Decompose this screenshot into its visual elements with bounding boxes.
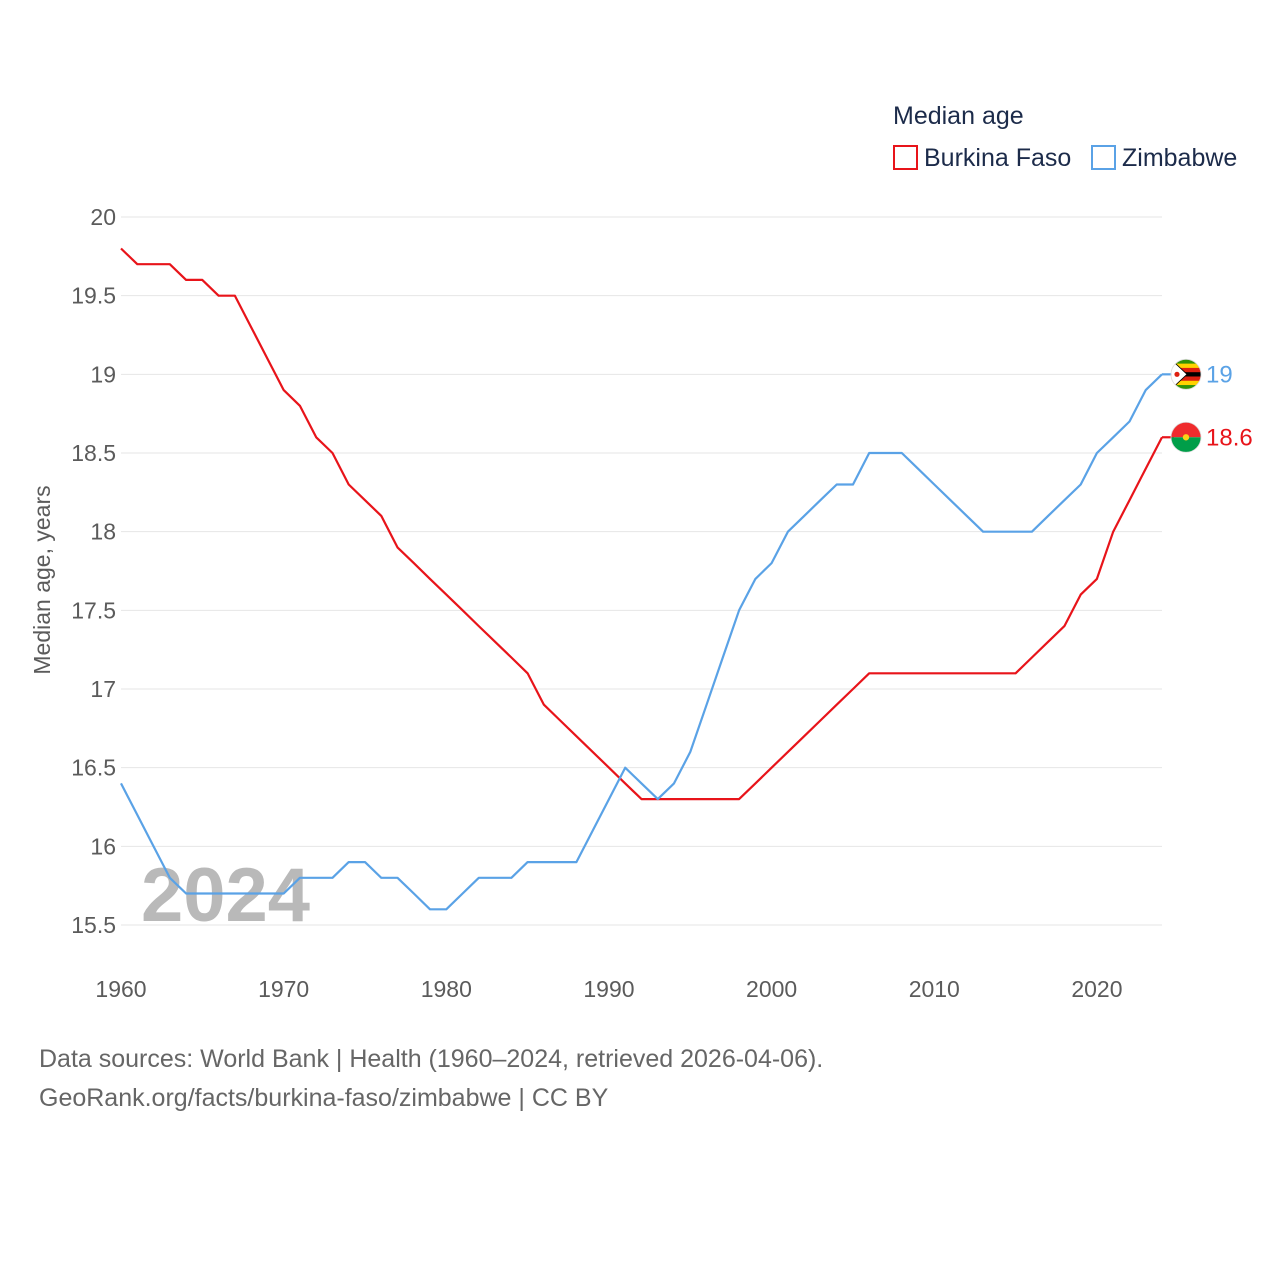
y-axis-ticks: 15.5 16 16.5 17 17.5 18 18.5 19 19.5 20 — [71, 204, 116, 938]
series-line-zimbabwe[interactable] — [120, 373, 1163, 911]
y-tick-label: 18 — [90, 519, 116, 545]
y-tick-label: 19.5 — [71, 283, 116, 309]
zimbabwe-flag-icon — [1170, 358, 1202, 390]
series-end-markers: 18.6 19 — [1162, 358, 1253, 453]
y-tick-label: 17.5 — [71, 597, 116, 623]
x-tick-label: 2020 — [1071, 976, 1122, 1002]
x-tick-label: 1960 — [95, 976, 146, 1002]
legend-label-burkina-faso[interactable]: Burkina Faso — [924, 144, 1071, 172]
y-tick-label: 16.5 — [71, 755, 116, 781]
y-tick-label: 20 — [90, 204, 116, 230]
y-tick-label: 16 — [90, 833, 116, 859]
legend: Median age Burkina Faso Zimbabwe — [893, 102, 1237, 172]
year-watermark: 2024 — [141, 853, 310, 938]
y-tick-label: 17 — [90, 676, 116, 702]
data-sources-note: Data sources: World Bank | Health (1960–… — [39, 1045, 824, 1073]
x-axis-ticks: 1960 1970 1980 1990 2000 2010 2020 — [95, 976, 1122, 1002]
x-tick-label: 1990 — [583, 976, 634, 1002]
x-tick-label: 1980 — [421, 976, 472, 1002]
series-lines — [120, 247, 1163, 911]
legend-swatch-zimbabwe — [1091, 145, 1116, 170]
x-tick-label: 2010 — [909, 976, 960, 1002]
y-tick-label: 18.5 — [71, 440, 116, 466]
y-tick-label: 19 — [90, 361, 116, 387]
x-tick-label: 2000 — [746, 976, 797, 1002]
legend-swatch-burkina-faso — [893, 145, 918, 170]
end-value-label-burkina-faso: 18.6 — [1206, 424, 1253, 451]
series-line-burkina-faso[interactable] — [120, 247, 1163, 801]
y-axis-label: Median age, years — [29, 485, 55, 674]
credit-note: GeoRank.org/facts/burkina-faso/zimbabwe … — [39, 1084, 609, 1112]
burkina-faso-flag-icon — [1170, 421, 1202, 453]
gridlines — [121, 216, 1162, 926]
x-tick-label: 1970 — [258, 976, 309, 1002]
legend-title: Median age — [893, 102, 1024, 130]
legend-label-zimbabwe[interactable]: Zimbabwe — [1122, 144, 1237, 172]
end-value-label-zimbabwe: 19 — [1206, 361, 1233, 388]
y-tick-label: 15.5 — [71, 912, 116, 938]
